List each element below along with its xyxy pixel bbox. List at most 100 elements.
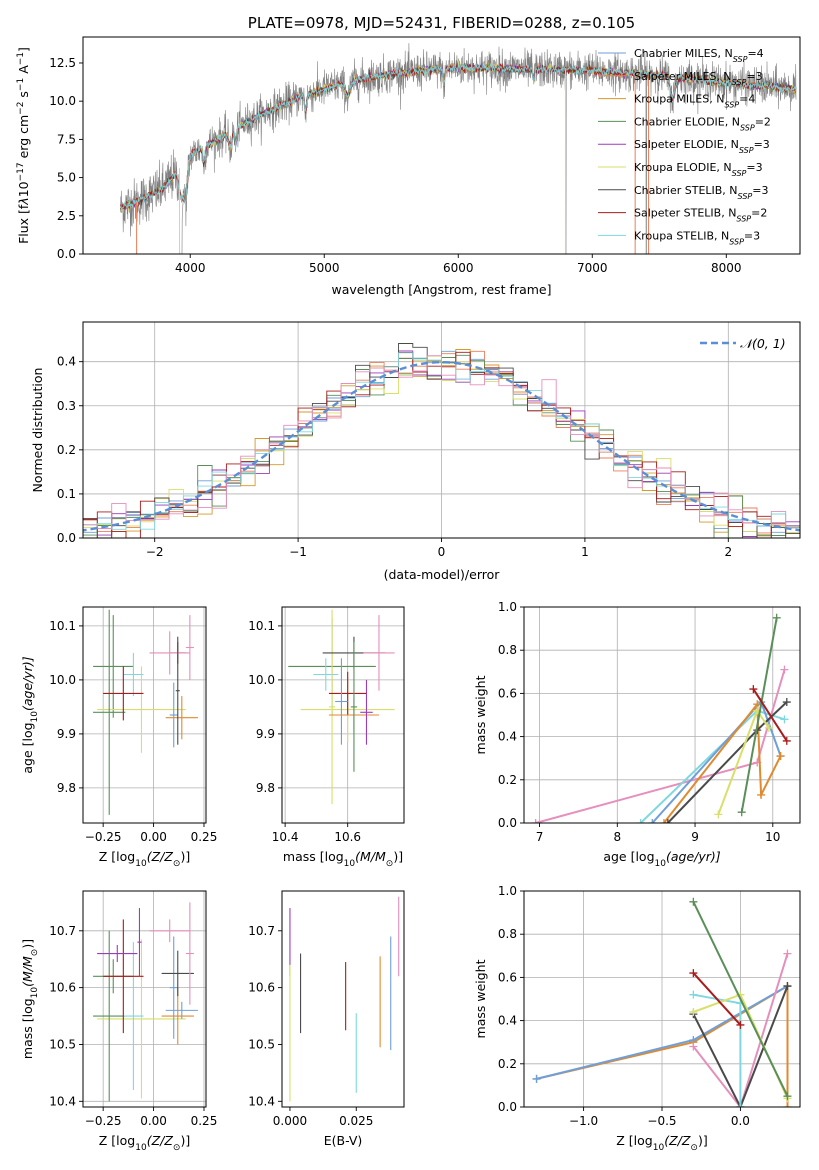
y-axis-label-part: 10 <box>16 181 31 197</box>
x-axis-label-part: (Z/Z <box>664 1133 691 1148</box>
legend-label-sub: SSP <box>733 55 748 64</box>
y-axis-label-part: λ <box>16 197 31 205</box>
mass_vs_Z-plot <box>93 902 198 1102</box>
y-tick-label: 10.0 <box>49 94 76 108</box>
error-point <box>313 658 339 691</box>
legend-label: Chabrier MILES, NSSP=4 <box>634 47 764 64</box>
x-axis-label-part: (age/yr)] <box>666 849 721 864</box>
y-axis-label: mass weight <box>473 959 488 1038</box>
y-tick-label: 10.1 <box>248 619 275 633</box>
y-tick-label: 0.8 <box>498 643 517 657</box>
legend-label-sub: SSP <box>740 123 755 132</box>
weight-marker <box>780 665 789 674</box>
y-tick-label: 0.2 <box>57 443 76 457</box>
weight_vs_Z-axes: −1.0 −0.5 0.0 0.0 0.2 0.4 0.6 0.8 1.0 Z [log10(Z/… <box>473 884 801 1153</box>
weight-marker <box>714 810 723 819</box>
y-axis-label-part: (age/yr)] <box>20 656 35 711</box>
x-axis-label-part: ⊙ <box>386 859 394 869</box>
weight-marker <box>782 698 791 707</box>
x-tick-label: 0 <box>438 545 446 559</box>
error-point <box>185 615 194 680</box>
legend-label-text: Salpeter ELODIE, N <box>634 138 739 151</box>
legend-label-text: Salpeter STELIB, N <box>634 207 736 220</box>
error-point <box>103 919 144 1034</box>
x-tick-label: 8 <box>613 830 621 844</box>
x-tick-label: 1 <box>581 545 589 559</box>
y-tick-label: 0.4 <box>498 1014 517 1028</box>
legend-label-suffix: =4 <box>739 93 755 106</box>
age_vs_mass-plot <box>288 609 395 805</box>
legend-label-text: Chabrier STELIB, N <box>634 184 738 197</box>
weight-marker <box>772 613 781 622</box>
x-axis-label-part: 10 <box>135 859 147 869</box>
y-tick-label: 0.4 <box>498 730 517 744</box>
x-axis-label: mass [log10(M/M⊙)] <box>283 849 403 869</box>
weight-marker <box>749 685 758 694</box>
x-tick-label: −1 <box>289 545 307 559</box>
x-axis-label-part: 10 <box>655 859 667 869</box>
legend-label-text: Kroupa MILES, N <box>634 93 724 106</box>
legend-label: 𝒩(0, 1) <box>740 336 786 351</box>
error-point <box>363 615 395 691</box>
weight-line-chabrier_elodie <box>692 901 789 1097</box>
error-point <box>165 696 198 740</box>
histogram-model_pink <box>83 355 800 538</box>
x-axis-label: E(B-V) <box>324 1133 363 1148</box>
x-tick-label: −2 <box>146 545 164 559</box>
y-tick-label: 0.4 <box>57 355 76 369</box>
y-tick-label: 0.3 <box>57 399 76 413</box>
legend-label: Chabrier ELODIE, NSSP=2 <box>634 115 771 131</box>
x-tick-label: 7000 <box>577 261 608 275</box>
x-tick-label: −1.0 <box>569 1114 598 1128</box>
legend-label-suffix: =3 <box>746 70 762 83</box>
x-axis-label-part: (Z/Z <box>147 849 174 864</box>
x-tick-label: −0.5 <box>647 1114 676 1128</box>
residuals-axes: −2 −1 0 1 2 0.0 0.1 0.2 0.3 0.4 𝒩(0, 1) (data-model… <box>30 321 801 582</box>
age_vs_Z-grid <box>83 607 206 823</box>
weight-marker <box>737 808 746 817</box>
legend-label-suffix: =3 <box>744 229 760 242</box>
x-axis-label-part: ⊙ <box>173 1143 181 1153</box>
error-point <box>137 908 142 977</box>
x-axis-label: Z [log10(Z/Z⊙)] <box>99 1133 190 1153</box>
legend-label-sub: SSP <box>738 191 753 200</box>
weight-marker <box>689 990 698 999</box>
x-tick-label: 0.25 <box>191 830 218 844</box>
y-axis-label-part: (M/M <box>20 956 35 987</box>
weight-line-salpeter_stelib <box>692 972 742 1026</box>
weight-marker <box>689 969 698 978</box>
mass_vs_Z-grid <box>83 891 206 1107</box>
y-tick-label: 10.7 <box>248 924 275 938</box>
y-tick-label: 1.0 <box>498 600 517 614</box>
legend-label-sub: SSP <box>739 146 754 155</box>
weight-marker <box>663 819 672 823</box>
model-spectrum-kroupa_stelib <box>120 62 797 211</box>
y-axis-label: mass [log10(M/M⊙)] <box>20 939 40 1059</box>
mass_vs_ebv-plot <box>289 896 400 1102</box>
y-tick-label: 10.5 <box>49 1037 76 1051</box>
age_vs_Z-plot <box>93 609 198 815</box>
x-axis-label: wavelength [Angstrom, rest frame] <box>331 282 551 297</box>
weight-marker <box>736 1103 745 1107</box>
legend-label-sub: SSP <box>732 169 747 178</box>
legend-label: Kroupa ELODIE, NSSP=3 <box>634 161 763 178</box>
legend-label: Kroupa MILES, NSSP=4 <box>634 93 755 110</box>
y-tick-label: 0.8 <box>498 927 517 941</box>
x-tick-label: 4000 <box>175 261 206 275</box>
legend-label-sub: SSP <box>729 237 744 246</box>
y-tick-label: 9.8 <box>57 781 76 795</box>
y-tick-label: 0.0 <box>57 247 76 261</box>
y-axis-label-part: −1 <box>16 78 26 91</box>
y-axis-label-part: −2 <box>16 102 26 115</box>
legend-label-suffix: =2 <box>751 207 767 220</box>
age_vs_mass-axes: 10.4 10.6 9.8 9.9 10.0 10.1 mass [log10(M/M⊙)] <box>248 606 405 869</box>
x-tick-label: 2 <box>724 545 732 559</box>
y-axis-label-part: erg cm <box>16 115 31 163</box>
legend-label-text: Kroupa STELIB, N <box>634 229 729 242</box>
y-tick-label: 10.7 <box>49 924 76 938</box>
y-axis-label: age [log10(age/yr)] <box>20 656 40 773</box>
weight-line-model_orange <box>663 701 782 823</box>
y-tick-label: 7.5 <box>57 132 76 146</box>
weight-marker <box>636 819 645 823</box>
error-point <box>97 666 186 753</box>
